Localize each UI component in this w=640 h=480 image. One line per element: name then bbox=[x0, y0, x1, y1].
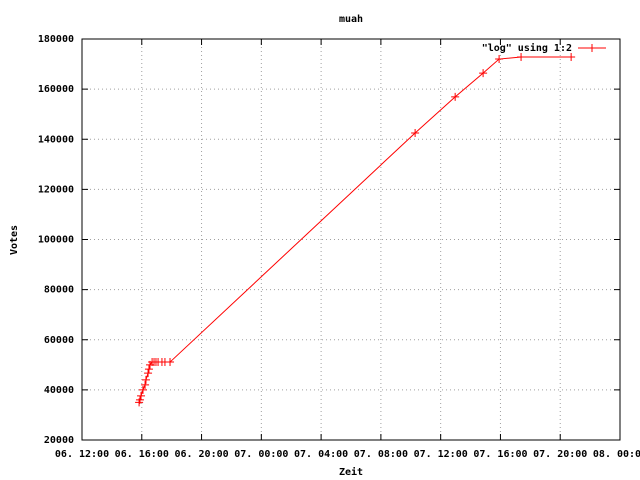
data-point bbox=[567, 53, 576, 62]
y-tick-label: 60000 bbox=[44, 335, 74, 346]
x-tick-label: 07. 16:00 bbox=[473, 449, 527, 460]
data-point bbox=[517, 53, 526, 62]
data-point bbox=[144, 369, 153, 378]
legend-marker bbox=[588, 44, 596, 52]
data-point bbox=[138, 385, 147, 394]
y-tick-label: 140000 bbox=[38, 134, 74, 145]
data-point bbox=[495, 55, 504, 64]
x-tick-label: 08. 00:00 bbox=[593, 449, 640, 460]
chart-title: muah bbox=[339, 14, 363, 25]
x-tick-label: 07. 20:00 bbox=[533, 449, 587, 460]
data-point bbox=[135, 395, 144, 404]
y-tick-label: 180000 bbox=[38, 34, 74, 45]
data-point bbox=[411, 128, 420, 137]
x-axis-label: Zeit bbox=[339, 466, 363, 478]
x-tick-label: 07. 00:00 bbox=[234, 449, 288, 460]
data-line bbox=[138, 56, 572, 403]
x-tick-label: 06. 16:00 bbox=[115, 449, 169, 460]
x-tick-label: 07. 04:00 bbox=[294, 449, 348, 460]
x-tick-label: 07. 08:00 bbox=[354, 449, 408, 460]
x-tick-label: 06. 20:00 bbox=[174, 449, 228, 460]
y-tick-label: 80000 bbox=[44, 285, 74, 296]
x-tick-label: 06. 12:00 bbox=[55, 449, 109, 460]
y-tick-label: 100000 bbox=[38, 235, 74, 246]
y-axis-label: Votes bbox=[9, 225, 20, 255]
x-tick-label: 07. 12:00 bbox=[414, 449, 468, 460]
data-point bbox=[144, 365, 153, 374]
data-point bbox=[451, 92, 460, 101]
legend-label: "log" using 1:2 bbox=[482, 42, 572, 54]
y-tick-label: 20000 bbox=[44, 435, 74, 446]
y-tick-label: 160000 bbox=[38, 84, 74, 95]
y-tick-label: 40000 bbox=[44, 385, 74, 396]
data-point bbox=[141, 380, 150, 389]
data-point bbox=[166, 358, 175, 367]
plot-frame bbox=[81, 38, 621, 441]
y-tick-label: 120000 bbox=[38, 184, 74, 195]
data-point bbox=[141, 375, 150, 384]
data-point bbox=[137, 391, 146, 400]
data-point bbox=[479, 69, 488, 78]
